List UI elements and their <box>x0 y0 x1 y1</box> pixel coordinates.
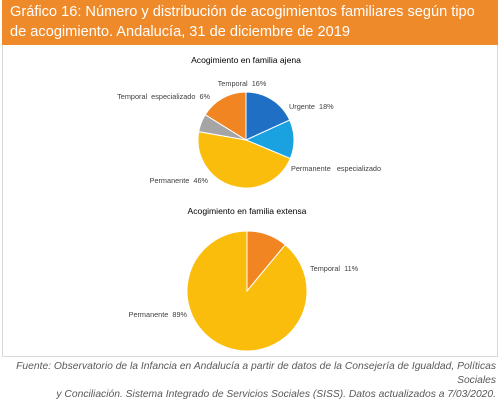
pie-slice-permanente <box>186 230 308 352</box>
chart-title-familia-extensa: Acogimiento en familia extensa <box>188 206 307 216</box>
slice-label-permanente: Permanente 89% <box>129 310 188 319</box>
slice-label-temporal-especializado: Temporal especializado 6% <box>117 92 210 101</box>
pie-slice-temporal <box>204 91 247 141</box>
pie-familia-ajena <box>197 91 295 189</box>
pie-slice-urgente <box>245 91 291 141</box>
pie-labels-familia-extensa: Temporal 11% Permanente 89% <box>129 264 359 319</box>
chart-header: Gráfico 16: Número y distribución de aco… <box>2 0 498 45</box>
source-line-1: Fuente: Observatorio de la Infancia en A… <box>16 361 496 386</box>
slice-label-permanente-especializado: Permanente especializado <box>291 164 381 173</box>
source-note: Fuente: Observatorio de la Infancia en A… <box>0 360 496 402</box>
source-line-2: y Conciliación. Sistema Integrado de Ser… <box>56 389 496 400</box>
slice-label-temporal: Temporal 11% <box>310 264 359 273</box>
slice-label-temporal: Temporal 16% <box>218 79 267 88</box>
pie-labels-familia-ajena: Urgente 18% Permanente especializado Perma… <box>117 79 381 185</box>
charts-canvas: Acogimiento en familia ajena Urgente 18%… <box>117 55 381 352</box>
pie-slice-permanente <box>197 131 291 189</box>
slice-label-urgente: Urgente 18% <box>289 102 334 111</box>
slice-label-permanente: Permanente 46% <box>150 176 209 185</box>
figure-title: Gráfico 16: Número y distribución de aco… <box>10 4 475 40</box>
pie-familia-extensa <box>186 230 308 352</box>
chart-title-familia-ajena: Acogimiento en familia ajena <box>191 55 301 65</box>
